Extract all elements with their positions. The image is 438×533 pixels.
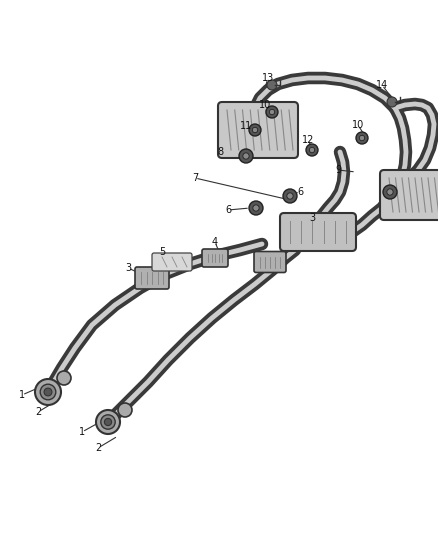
Text: 1: 1 [79,427,85,437]
FancyBboxPatch shape [254,252,286,272]
Circle shape [309,147,314,152]
Text: 3: 3 [125,263,131,273]
Text: 11: 11 [240,121,252,131]
Text: 12: 12 [302,135,314,145]
Circle shape [359,135,365,141]
Text: 5: 5 [159,247,165,257]
Text: 1: 1 [19,390,25,400]
FancyBboxPatch shape [218,102,298,158]
FancyBboxPatch shape [380,170,438,220]
Text: 6: 6 [297,187,303,197]
Circle shape [356,132,368,144]
Circle shape [306,144,318,156]
Text: 10: 10 [259,100,271,110]
Circle shape [383,185,397,199]
FancyBboxPatch shape [280,213,356,251]
Text: 3: 3 [309,213,315,223]
Circle shape [387,189,393,195]
Text: 10: 10 [352,120,364,130]
Text: 9: 9 [335,165,341,175]
Circle shape [287,193,293,199]
Circle shape [44,388,52,396]
Text: 7: 7 [192,173,198,183]
Circle shape [252,127,258,133]
Circle shape [387,97,397,107]
Text: 2: 2 [95,443,101,453]
Text: 4: 4 [212,237,218,247]
Circle shape [104,418,112,425]
Circle shape [57,371,71,385]
Circle shape [101,415,115,429]
Circle shape [283,189,297,203]
Circle shape [239,149,253,163]
Circle shape [35,379,61,405]
Circle shape [96,410,120,434]
Circle shape [40,384,56,400]
FancyBboxPatch shape [135,267,169,289]
FancyBboxPatch shape [152,253,192,271]
FancyBboxPatch shape [202,249,228,267]
Circle shape [118,403,132,417]
Circle shape [249,124,261,136]
Circle shape [243,153,249,159]
Text: 13: 13 [262,73,274,83]
Circle shape [266,106,278,118]
Circle shape [269,109,275,115]
Circle shape [253,205,259,211]
Circle shape [249,201,263,215]
Text: 2: 2 [35,407,41,417]
Text: 6: 6 [225,205,231,215]
Text: 14: 14 [376,80,388,90]
Text: 8: 8 [217,147,223,157]
Circle shape [267,80,277,90]
